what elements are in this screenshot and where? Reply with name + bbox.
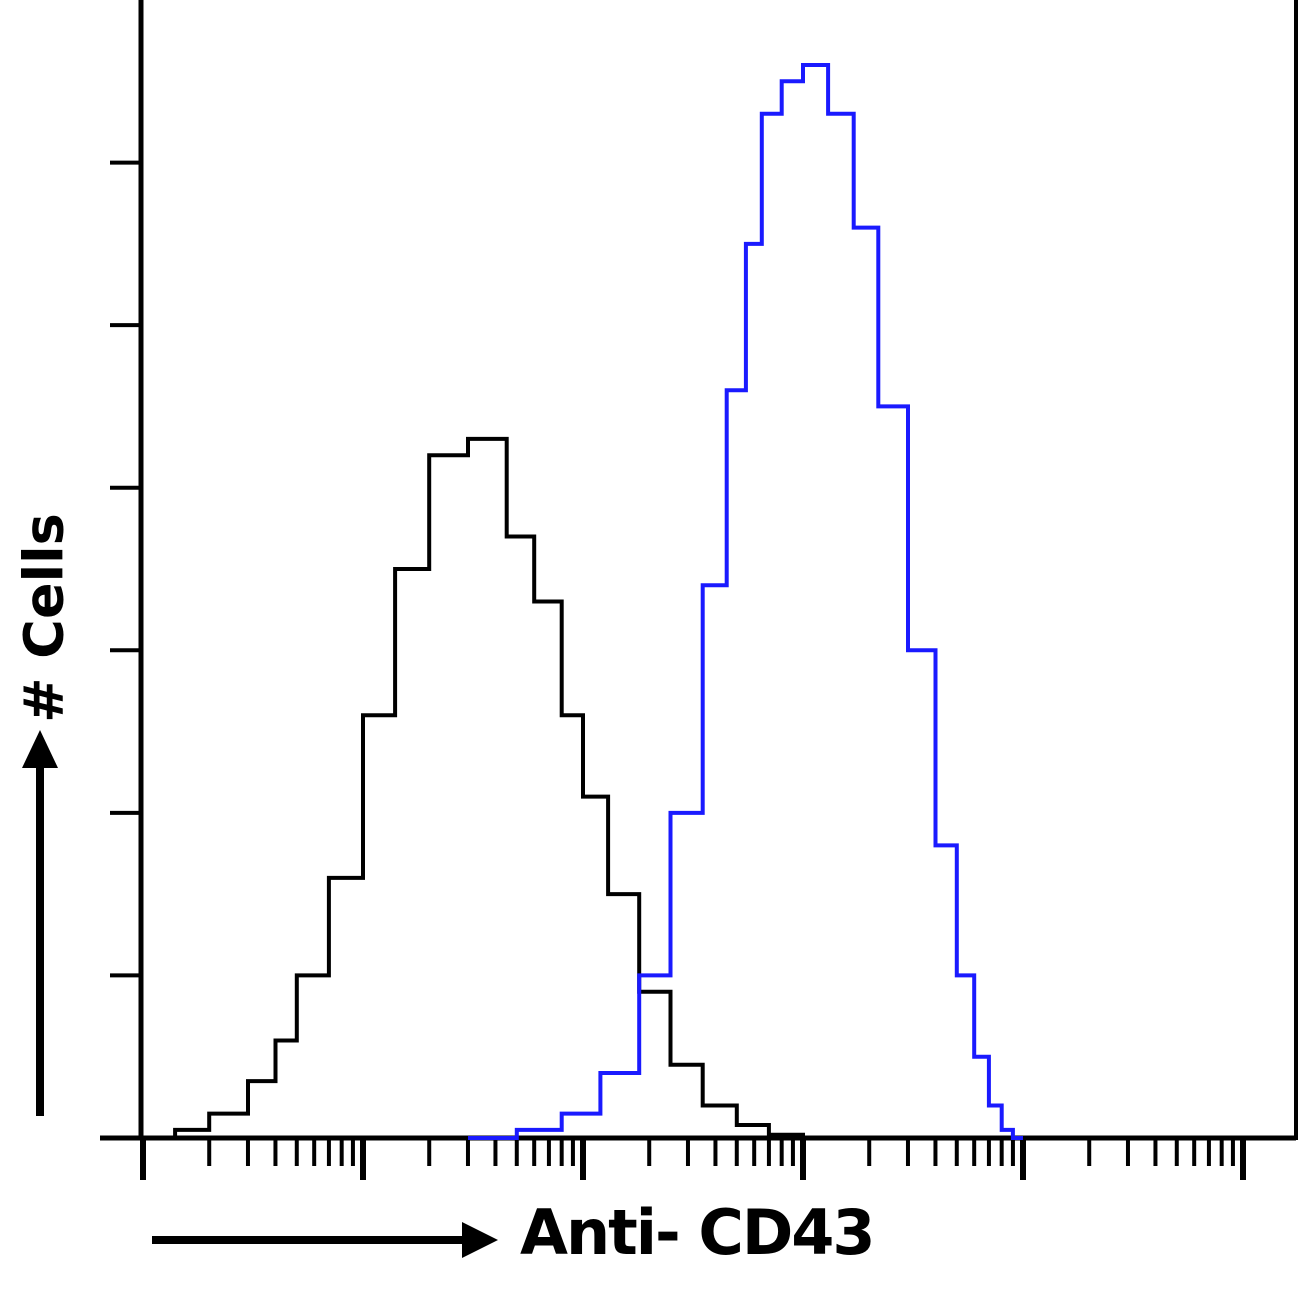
x-axis-ticks	[140, 1138, 1246, 1180]
series-layer	[143, 63, 1023, 1140]
histogram-series-2	[468, 63, 1023, 1140]
y-axis-label: # Cells	[12, 513, 76, 723]
y-axis-arrow	[22, 730, 58, 1116]
x-axis-label: Anti- CD43	[520, 1196, 876, 1269]
x-axis-arrow	[152, 1222, 498, 1258]
histogram-series-1	[143, 436, 870, 1140]
y-axis-ticks	[110, 160, 141, 978]
